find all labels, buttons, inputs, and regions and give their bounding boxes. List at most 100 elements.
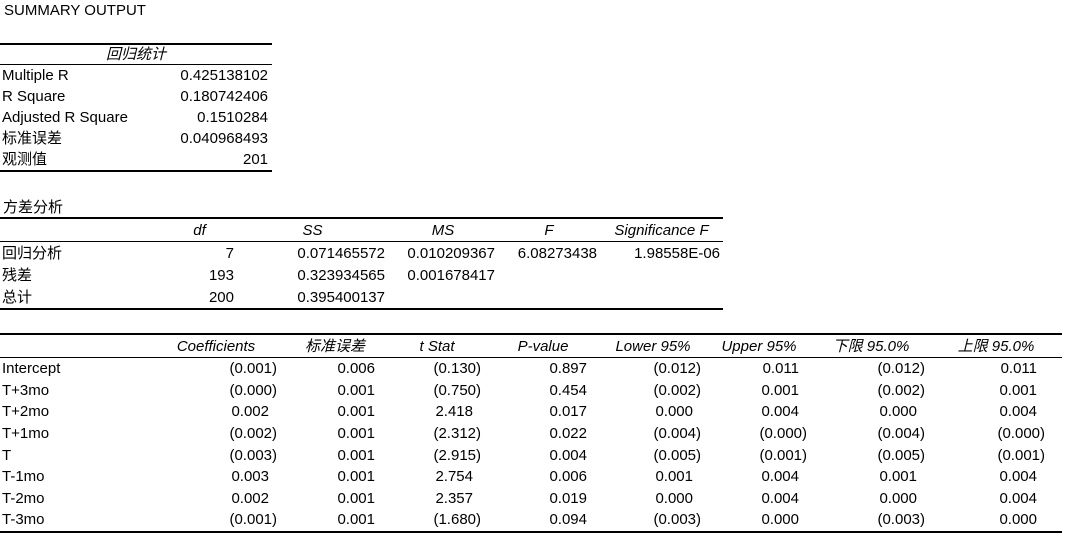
coef-cell[interactable]: (0.003)	[229, 446, 277, 464]
summary-output-title[interactable]: SUMMARY OUTPUT	[4, 2, 146, 19]
coef-cell[interactable]: 0.003	[231, 468, 269, 486]
coef-cell[interactable]: 0.004	[761, 468, 799, 486]
coef-cell[interactable]: 0.000	[999, 511, 1037, 529]
coef-row-label[interactable]: Intercept	[2, 360, 61, 378]
stat-value[interactable]: 0.425138102	[180, 67, 269, 84]
anova-column-header[interactable]: df	[162, 218, 237, 242]
coef-cell[interactable]: 0.004	[999, 489, 1037, 507]
anova-row-label[interactable]: 回归分析	[2, 244, 63, 262]
coef-cell[interactable]: 0.094	[549, 511, 587, 529]
coef-cell[interactable]: (0.130)	[433, 360, 481, 378]
coef-row-label[interactable]: T-2mo	[2, 489, 45, 507]
anova-row-label[interactable]: 残差	[2, 266, 33, 284]
stat-label[interactable]: Multiple R	[2, 67, 69, 84]
anova-cell[interactable]: 1.98558E-06	[634, 244, 720, 262]
coef-cell[interactable]: (0.000)	[759, 425, 807, 443]
anova-cell[interactable]: 0.071465572	[297, 244, 385, 262]
coef-cell[interactable]: 0.000	[879, 403, 917, 421]
anova-cell[interactable]: 0.323934565	[297, 266, 385, 284]
anova-column-header[interactable]: SS	[237, 218, 388, 242]
anova-cell[interactable]: 200	[208, 288, 234, 306]
coef-column-header[interactable]: Coefficients	[150, 334, 282, 358]
corner-cell[interactable]	[0, 218, 162, 242]
coef-cell[interactable]: (0.012)	[653, 360, 701, 378]
anova-cell[interactable]: 0.001678417	[407, 266, 495, 284]
coef-cell[interactable]: 0.000	[879, 489, 917, 507]
coef-cell[interactable]: (0.005)	[877, 446, 925, 464]
coef-cell[interactable]: (0.012)	[877, 360, 925, 378]
coef-cell[interactable]: 0.001	[337, 446, 375, 464]
coef-cell[interactable]: (0.001)	[759, 446, 807, 464]
coef-cell[interactable]: 0.004	[761, 489, 799, 507]
coef-cell[interactable]: 0.001	[337, 468, 375, 486]
coef-row-label[interactable]: T	[2, 446, 12, 464]
coef-cell[interactable]: 0.006	[337, 360, 375, 378]
anova-row-label[interactable]: 总计	[2, 288, 33, 306]
coef-cell[interactable]: 0.897	[549, 360, 587, 378]
coef-cell[interactable]: (0.001)	[997, 446, 1045, 464]
coef-cell[interactable]: (0.002)	[229, 425, 277, 443]
coef-cell[interactable]: 0.000	[761, 511, 799, 529]
coef-cell[interactable]: (0.002)	[877, 381, 925, 399]
coef-cell[interactable]: 0.001	[337, 489, 375, 507]
coef-cell[interactable]: 0.001	[999, 381, 1037, 399]
coef-cell[interactable]: (0.003)	[653, 511, 701, 529]
coef-cell[interactable]: 0.004	[549, 446, 587, 464]
coef-cell[interactable]: 0.002	[231, 489, 269, 507]
coef-cell[interactable]: (0.001)	[229, 511, 277, 529]
anova-cell[interactable]	[498, 286, 600, 309]
coef-cell[interactable]: (2.915)	[433, 446, 481, 464]
coef-cell[interactable]: (2.312)	[433, 425, 481, 443]
coef-cell[interactable]: 0.001	[337, 381, 375, 399]
coef-cell[interactable]: 0.011	[1000, 360, 1037, 378]
coef-cell[interactable]: 0.011	[762, 360, 799, 378]
stat-label[interactable]: Adjusted R Square	[2, 109, 128, 126]
coef-cell[interactable]: 2.357	[435, 489, 473, 507]
anova-cell[interactable]: 0.010209367	[407, 244, 495, 262]
coef-cell[interactable]: 0.019	[549, 489, 587, 507]
coef-cell[interactable]: 0.000	[655, 489, 693, 507]
coef-row-label[interactable]: T-1mo	[2, 468, 45, 486]
coef-cell[interactable]: 2.418	[435, 403, 473, 421]
stat-value[interactable]: 201	[242, 151, 269, 168]
stat-label[interactable]: R Square	[2, 88, 66, 105]
coef-cell[interactable]: 0.001	[655, 468, 693, 486]
anova-cell[interactable]	[600, 286, 723, 309]
coef-cell[interactable]: (0.001)	[229, 360, 277, 378]
coef-column-header[interactable]: Lower 95%	[600, 334, 706, 358]
anova-cell[interactable]: 193	[208, 266, 234, 284]
coef-row-label[interactable]: T+2mo	[2, 403, 50, 421]
anova-cell[interactable]	[600, 264, 723, 286]
coef-column-header[interactable]: 标准误差	[282, 334, 388, 358]
anova-column-header[interactable]: F	[498, 218, 600, 242]
coef-cell[interactable]: 0.004	[761, 403, 799, 421]
anova-section-label[interactable]: 方差分析	[3, 199, 64, 216]
coef-column-header[interactable]: P-value	[486, 334, 600, 358]
coef-cell[interactable]: 0.001	[337, 511, 375, 529]
coef-cell[interactable]: 0.000	[655, 403, 693, 421]
stat-value[interactable]: 0.1510284	[197, 109, 269, 126]
coef-cell[interactable]: 0.004	[999, 403, 1037, 421]
coef-cell[interactable]: (0.002)	[653, 381, 701, 399]
coef-cell[interactable]: 0.001	[879, 468, 917, 486]
anova-cell[interactable]: 7	[225, 244, 234, 262]
coef-cell[interactable]: 0.006	[549, 468, 587, 486]
anova-column-header[interactable]: Significance F	[600, 218, 723, 242]
coef-column-header[interactable]: t Stat	[388, 334, 486, 358]
coef-cell[interactable]: (0.005)	[653, 446, 701, 464]
coef-cell[interactable]: (0.000)	[229, 381, 277, 399]
coef-column-header[interactable]: Upper 95%	[706, 334, 812, 358]
anova-cell[interactable]: 6.08273438	[517, 244, 597, 262]
coef-cell[interactable]: (0.003)	[877, 511, 925, 529]
coef-row-label[interactable]: T+3mo	[2, 381, 50, 399]
anova-cell[interactable]	[388, 286, 498, 309]
coef-cell[interactable]: 0.017	[549, 403, 587, 421]
coef-row-label[interactable]: T+1mo	[2, 425, 50, 443]
coef-cell[interactable]: 2.754	[435, 468, 473, 486]
coef-cell[interactable]: 0.022	[549, 425, 587, 443]
anova-cell[interactable]: 0.395400137	[297, 288, 385, 306]
corner-cell[interactable]	[0, 334, 150, 358]
coef-row-label[interactable]: T-3mo	[2, 511, 45, 529]
coef-column-header[interactable]: 下限 95.0%	[812, 334, 930, 358]
coef-column-header[interactable]: 上限 95.0%	[930, 334, 1062, 358]
